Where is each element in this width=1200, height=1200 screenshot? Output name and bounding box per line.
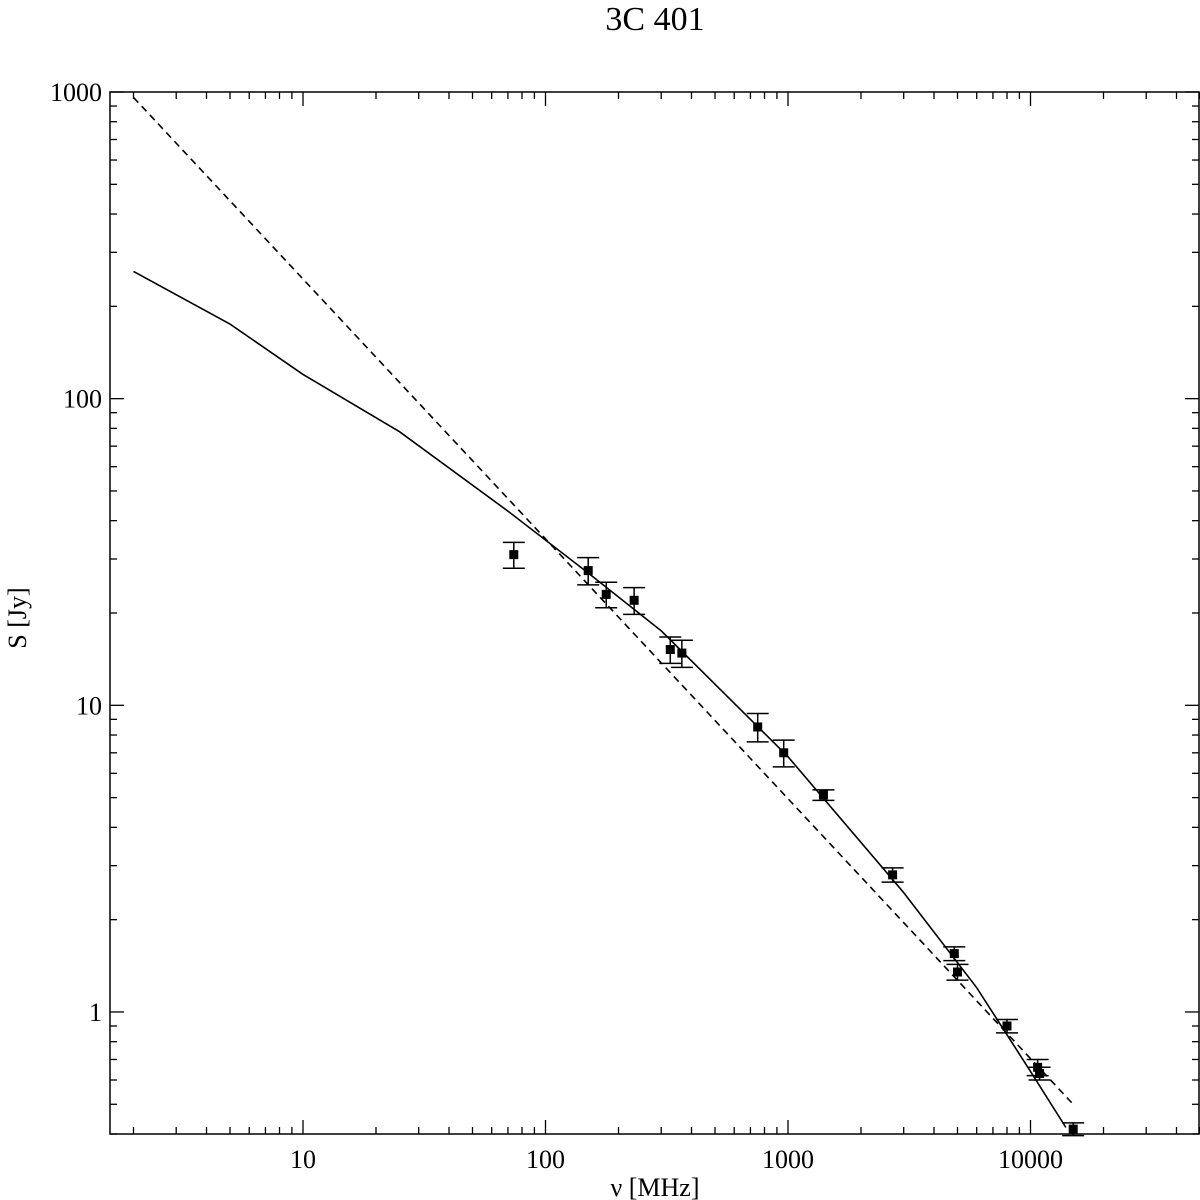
x-tick-label: 1000 <box>762 1145 814 1174</box>
y-tick-label: 1000 <box>50 78 102 107</box>
x-tick-label: 10 <box>290 1145 316 1174</box>
dashed-fit-line <box>132 96 1074 1105</box>
y-axis-label: S [Jy] <box>3 587 32 648</box>
y-tick-label: 10 <box>76 691 102 720</box>
x-tick-label: 100 <box>526 1145 565 1174</box>
x-axis-label: ν [MHz] <box>610 1173 699 1200</box>
x-tick-label: 10000 <box>998 1145 1063 1174</box>
data-point <box>1002 1021 1012 1031</box>
data-point <box>665 645 675 655</box>
data-point <box>1068 1124 1078 1134</box>
data-point <box>677 648 687 658</box>
data-point <box>818 790 828 800</box>
data-point <box>888 870 898 880</box>
data-point <box>629 595 639 605</box>
data-point <box>949 949 959 959</box>
data-point <box>601 589 611 599</box>
y-tick-label: 100 <box>63 385 102 414</box>
data-point <box>583 566 593 576</box>
solid-fit-line <box>133 270 1067 1128</box>
y-tick-label: 1 <box>89 998 102 1027</box>
data-point <box>753 722 763 732</box>
data-point <box>1035 1069 1045 1079</box>
data-point <box>953 967 963 977</box>
chart-title: 3C 401 <box>605 1 704 38</box>
plot-area: 10 100 1000 10000 1 10 100 1000 <box>50 78 1200 1174</box>
data-point <box>779 748 789 758</box>
data-point <box>509 550 519 560</box>
